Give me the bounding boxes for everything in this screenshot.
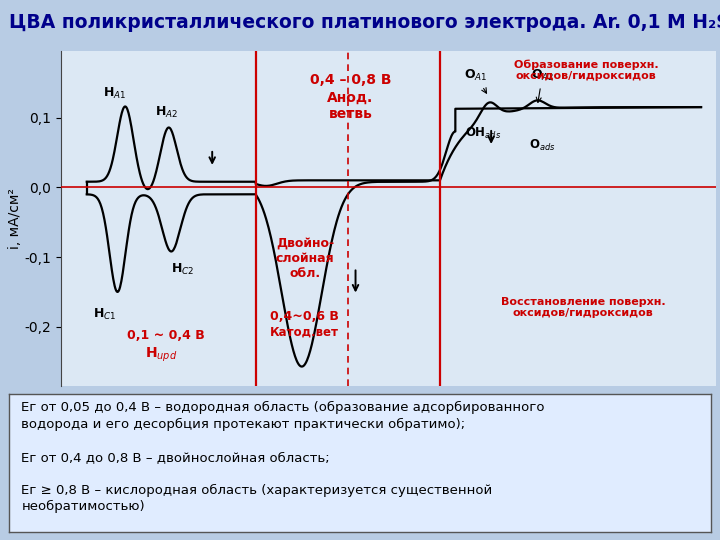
Text: Образование поверхн.: Образование поверхн. — [513, 60, 658, 71]
Text: оксидов/гидроксидов: оксидов/гидроксидов — [513, 308, 654, 318]
Text: Eг от 0,05 до 0,4 В – водородная область (образование адсорбированного
водорода : Eг от 0,05 до 0,4 В – водородная область… — [22, 401, 545, 514]
Text: $\mathbf{OH}_{ads}$: $\mathbf{OH}_{ads}$ — [465, 126, 502, 141]
Text: $\mathbf{H}_{A1}$: $\mathbf{H}_{A1}$ — [103, 86, 127, 101]
Text: ветвь: ветвь — [328, 106, 372, 120]
Text: H$_{upd}$: H$_{upd}$ — [145, 346, 177, 364]
Text: $\mathbf{H}_{C1}$: $\mathbf{H}_{C1}$ — [93, 307, 117, 322]
Text: Анод.: Анод. — [328, 91, 374, 105]
Text: Двойно-: Двойно- — [276, 237, 334, 249]
Text: $\mathbf{O}_{A1}$: $\mathbf{O}_{A1}$ — [464, 68, 487, 93]
Text: $\mathbf{H}_{A2}$: $\mathbf{H}_{A2}$ — [155, 105, 178, 120]
Text: $\mathbf{O}_{ads}$: $\mathbf{O}_{ads}$ — [529, 138, 556, 153]
Text: слойная: слойная — [276, 252, 334, 265]
Text: 0,1 ~ 0,4 В: 0,1 ~ 0,4 В — [127, 329, 205, 342]
Text: обл.: обл. — [289, 267, 320, 280]
Text: ЦВА поликристаллического платинового электрода. Ar. 0,1 М H₂SO₄.: ЦВА поликристаллического платинового эле… — [9, 14, 720, 32]
Text: 0,4 – 0,8 В: 0,4 – 0,8 В — [310, 73, 391, 87]
Y-axis label: i, мА/см²: i, мА/см² — [8, 188, 22, 249]
Text: $\mathbf{O}_{A2}$: $\mathbf{O}_{A2}$ — [531, 68, 554, 103]
Text: 0,4~0,6 В: 0,4~0,6 В — [270, 310, 339, 323]
Text: $\mathbf{H}_{C2}$: $\mathbf{H}_{C2}$ — [171, 262, 194, 277]
Text: оксидов/гидроксидов: оксидов/гидроксидов — [516, 71, 656, 80]
Text: Катод.вет: Катод.вет — [270, 325, 339, 338]
Text: Восстановление поверхн.: Восстановление поверхн. — [501, 298, 665, 307]
